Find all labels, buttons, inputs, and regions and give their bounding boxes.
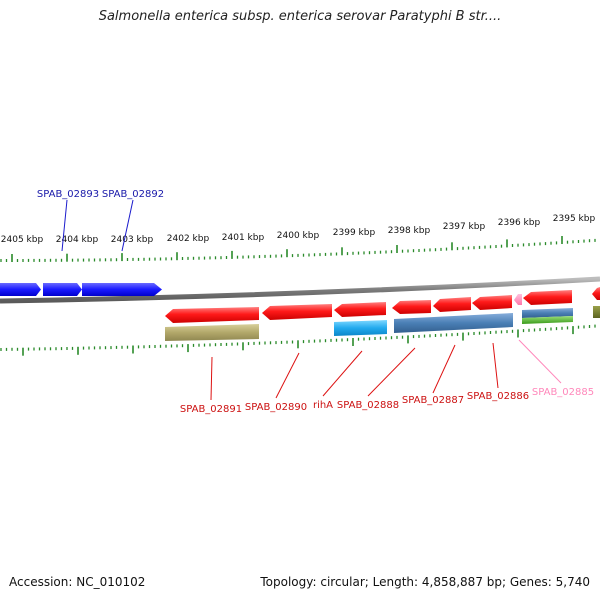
gene-label-SPAB_02885[interactable]: SPAB_02885 xyxy=(532,387,594,398)
scale-label: 2404 kbp xyxy=(56,235,99,245)
gene-arrow-SPAB_02885[interactable] xyxy=(514,294,522,305)
scale-label: 2405 kbp xyxy=(1,235,44,245)
callout-line-SPAB_02893 xyxy=(61,199,68,252)
gene-label-SPAB_02887[interactable]: SPAB_02887 xyxy=(402,395,464,406)
gene-arrow-SPAB_02891[interactable] xyxy=(165,307,259,323)
callout-line-SPAB_02890 xyxy=(275,352,300,399)
accession-label: Accession: NC_010102 xyxy=(9,575,146,589)
scale-label: 2403 kbp xyxy=(111,235,154,245)
reverse-gene-labels: SPAB_02891 SPAB_02890 rihA SPAB_02888 SP… xyxy=(180,339,594,415)
scale-label: 2402 kbp xyxy=(167,234,210,244)
gene-arrow-reverse-edge[interactable] xyxy=(592,287,600,300)
feature-bar-khaki[interactable] xyxy=(165,324,259,341)
scale-labels: 2405 kbp 2404 kbp 2403 kbp 2402 kbp 2401… xyxy=(1,214,596,245)
gene-arrow-rihA[interactable] xyxy=(334,302,386,317)
reverse-strand-genes xyxy=(165,287,600,323)
genome-backbone xyxy=(0,276,600,304)
scale-label: 2395 kbp xyxy=(553,214,596,224)
callout-line-rihA xyxy=(322,350,363,397)
callout-line-SPAB_02891 xyxy=(210,356,213,401)
feature-bars xyxy=(165,306,600,341)
callout-line-SPAB_02886 xyxy=(492,342,499,389)
gene-label-SPAB_02893[interactable]: SPAB_02893 xyxy=(37,189,99,200)
scale-label: 2396 kbp xyxy=(498,218,541,228)
gene-label-rihA[interactable]: rihA xyxy=(313,400,333,411)
feature-bar-cyan[interactable] xyxy=(334,320,387,336)
gene-label-SPAB_02892[interactable]: SPAB_02892 xyxy=(102,189,164,200)
gene-arrow-forward-1[interactable] xyxy=(0,283,41,296)
scale-label: 2397 kbp xyxy=(443,222,486,232)
callout-line-SPAB_02885 xyxy=(518,339,562,384)
callout-line-SPAB_02887 xyxy=(432,344,456,394)
gene-arrow-SPAB_02888[interactable] xyxy=(392,300,431,314)
gene-arrow-SPAB_02887[interactable] xyxy=(433,297,471,312)
gene-label-SPAB_02891[interactable]: SPAB_02891 xyxy=(180,404,242,415)
scale-label: 2401 kbp xyxy=(222,233,265,243)
scale-label: 2399 kbp xyxy=(333,228,376,238)
feature-bar-steel[interactable] xyxy=(394,313,513,333)
gene-label-SPAB_02890[interactable]: SPAB_02890 xyxy=(245,402,307,413)
callout-line-SPAB_02888 xyxy=(367,347,416,397)
feature-bar-green[interactable] xyxy=(522,316,573,324)
callout-line-SPAB_02892 xyxy=(121,199,134,252)
scale-label: 2398 kbp xyxy=(388,226,431,236)
scale-label: 2400 kbp xyxy=(277,231,320,241)
genome-title: Salmonella enterica subsp. enterica sero… xyxy=(98,9,502,24)
gene-label-SPAB_02886[interactable]: SPAB_02886 xyxy=(467,391,529,402)
scale-ticks-reverse xyxy=(0,324,596,356)
feature-bar-olive[interactable] xyxy=(593,306,600,318)
scale-ticks-forward xyxy=(0,236,596,262)
gene-arrow-SPAB_02890[interactable] xyxy=(262,304,332,320)
gene-label-SPAB_02888[interactable]: SPAB_02888 xyxy=(337,400,399,411)
gene-arrow-forward-SPAB_02892[interactable] xyxy=(82,283,162,296)
gene-arrow-forward-SPAB_02893[interactable] xyxy=(43,283,82,296)
gene-arrow-reverse-right[interactable] xyxy=(523,290,572,305)
feature-bar-steel-small[interactable] xyxy=(522,308,573,318)
genome-summary: Topology: circular; Length: 4,858,887 bp… xyxy=(260,575,590,589)
forward-gene-labels: SPAB_02893 SPAB_02892 xyxy=(37,189,164,252)
forward-strand-genes xyxy=(0,283,162,296)
gene-arrow-SPAB_02886[interactable] xyxy=(472,295,512,310)
